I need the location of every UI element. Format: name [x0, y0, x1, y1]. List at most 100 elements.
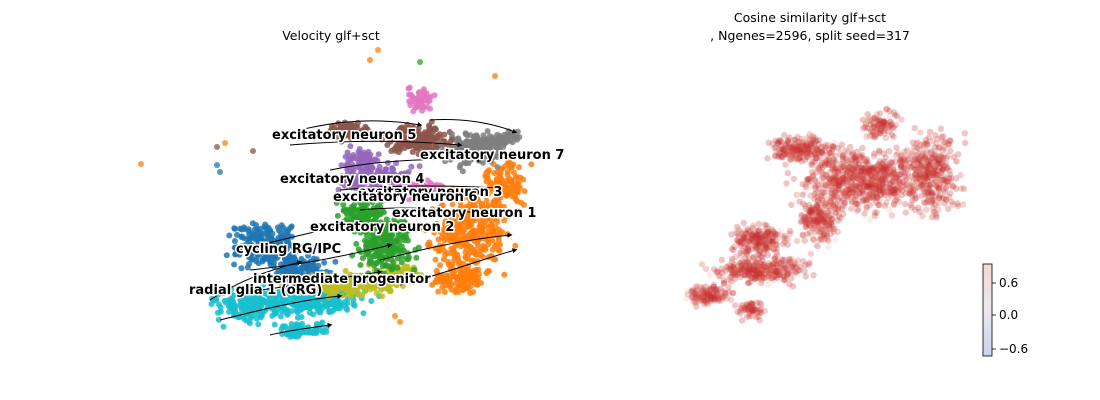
cell-point [906, 190, 913, 197]
cell-point [394, 255, 401, 262]
cell-point [752, 245, 759, 252]
cell-point [381, 221, 388, 228]
cell-point [356, 193, 363, 200]
cell-point [409, 149, 416, 155]
cell-point [481, 245, 488, 252]
cell-point [832, 205, 839, 212]
cell-point [875, 201, 882, 209]
cell-point [373, 277, 380, 284]
cell-point [386, 172, 393, 179]
cell-point [470, 190, 476, 197]
cell-point [214, 309, 221, 316]
cell-point [333, 199, 340, 206]
cell-point [752, 259, 759, 266]
cell-point [305, 252, 312, 259]
cell-point [232, 307, 239, 314]
cell-point [512, 194, 519, 200]
cell-point [232, 244, 239, 251]
cell-point [739, 266, 747, 273]
cell-point [896, 185, 904, 193]
cell-point [475, 242, 481, 249]
cell-point [746, 263, 753, 270]
cell-point [357, 199, 364, 205]
cell-point [809, 158, 816, 166]
cell-point [495, 237, 502, 244]
cell-point [861, 210, 868, 217]
cell-point [244, 250, 251, 256]
cell-point [937, 125, 945, 132]
cell-point [428, 187, 435, 194]
cell-point [809, 235, 817, 242]
cell-point [867, 216, 874, 223]
cell-point [496, 172, 503, 179]
cell-point [223, 252, 230, 259]
cell-point [378, 190, 384, 197]
cell-point [332, 258, 339, 265]
cell-point [883, 164, 891, 171]
cell-point [397, 231, 404, 238]
cell-point [298, 243, 305, 250]
cell-point [435, 205, 442, 212]
cell-point [373, 282, 380, 288]
cell-point [396, 239, 402, 246]
cell-point [363, 251, 370, 258]
cell-point [504, 213, 511, 220]
cell-point [829, 162, 836, 169]
cell-point [772, 152, 780, 159]
cell-point [367, 57, 373, 63]
cell-point [902, 200, 909, 208]
cell-point [408, 188, 415, 195]
cell-point [342, 267, 349, 274]
cell-point [916, 145, 923, 153]
cell-point [403, 171, 410, 178]
cell-point [903, 162, 910, 169]
cell-point [504, 171, 511, 178]
cell-point [322, 288, 329, 294]
cell-point [334, 212, 341, 219]
cell-point [847, 143, 854, 151]
cell-point [296, 277, 302, 284]
cell-point [786, 134, 793, 141]
cell-point [853, 200, 861, 207]
cell-point [485, 202, 492, 209]
cell-point [337, 303, 343, 310]
cell-point [793, 191, 800, 198]
cell-point [440, 256, 447, 263]
cell-point [454, 213, 461, 220]
cell-point [275, 278, 281, 285]
cell-point [494, 195, 500, 202]
cell-point [265, 229, 272, 236]
cell-point [348, 293, 354, 300]
cell-point [494, 164, 501, 171]
cell-point [471, 248, 478, 255]
cell-point [861, 160, 868, 167]
cell-point [479, 205, 486, 212]
cell-point [238, 265, 245, 272]
cell-point [315, 291, 322, 298]
cell-point [866, 183, 873, 190]
cell-point [230, 292, 237, 299]
cell-point [445, 210, 452, 217]
cell-point [471, 273, 478, 280]
cell-point [833, 187, 840, 194]
cell-point [935, 200, 942, 207]
cell-point [282, 256, 289, 263]
velocity-points [138, 47, 535, 340]
cell-point [371, 239, 378, 246]
cell-point [918, 181, 926, 188]
cell-point [316, 275, 323, 282]
cell-point [515, 180, 522, 186]
cell-point [305, 267, 312, 274]
cell-point [511, 169, 517, 176]
cell-point [400, 221, 407, 228]
cell-point [743, 251, 750, 258]
cell-point [521, 188, 528, 195]
cell-point [838, 205, 846, 212]
cell-point [702, 265, 710, 273]
cell-point [490, 201, 497, 208]
cell-point [272, 310, 279, 316]
cell-point [772, 137, 779, 144]
cell-point [761, 221, 768, 228]
cell-point [490, 256, 497, 263]
cell-point [454, 275, 461, 282]
